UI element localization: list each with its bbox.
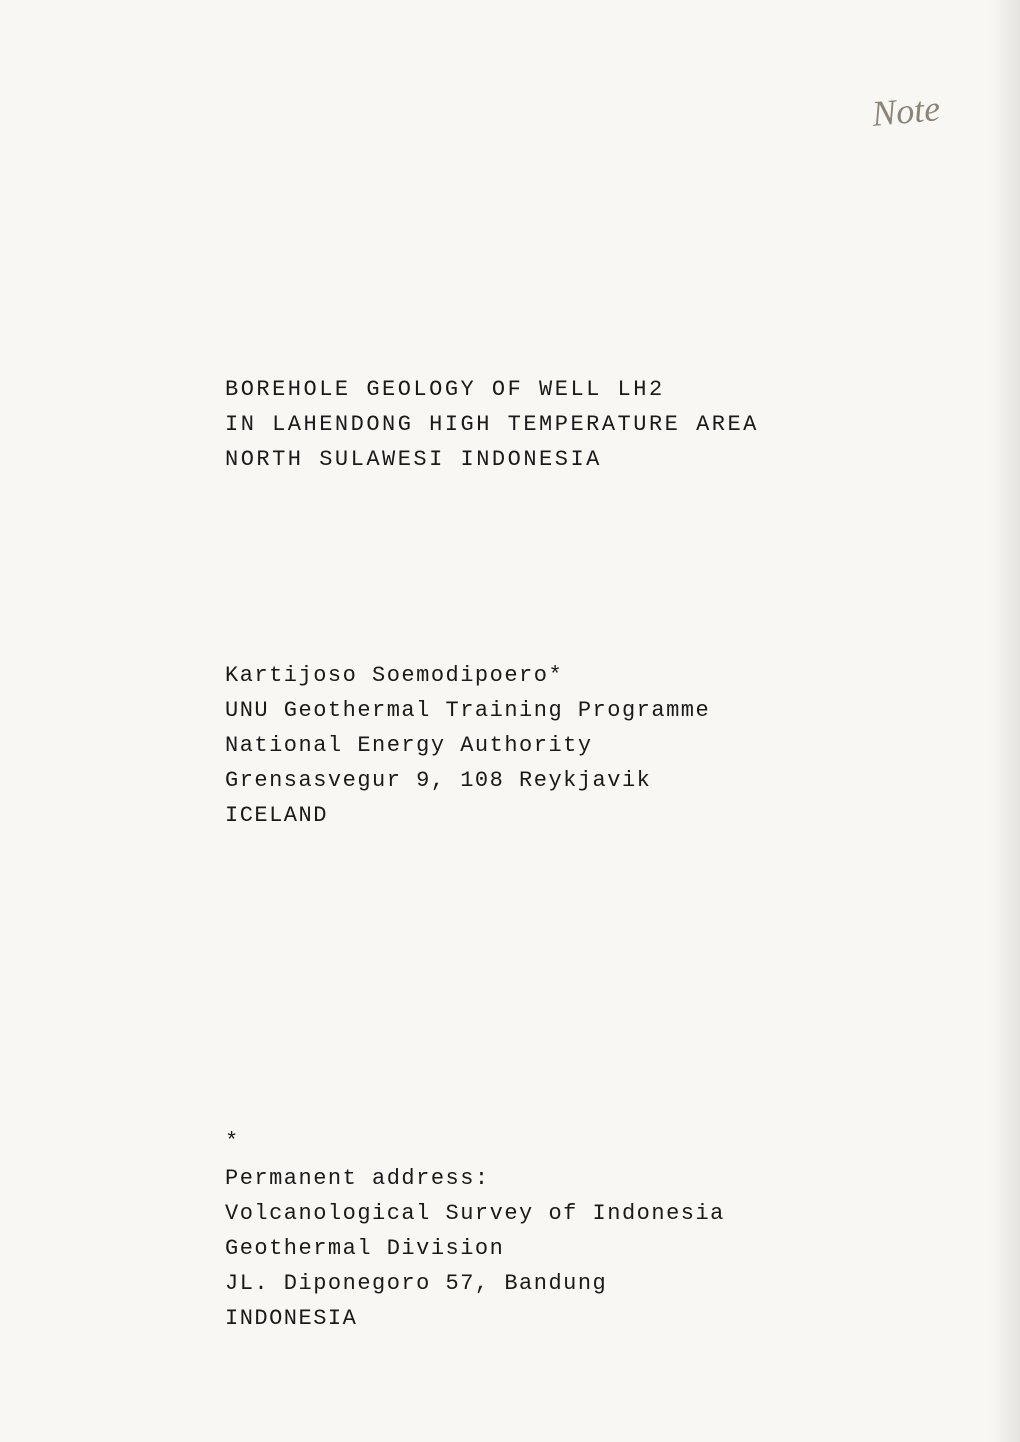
title-line-2: IN LAHENDONG HIGH TEMPERATURE AREA: [225, 407, 875, 442]
author-affiliation-2: National Energy Authority: [225, 728, 875, 763]
title-line-3: NORTH SULAWESI INDONESIA: [225, 442, 875, 477]
author-block: Kartijoso Soemodipoero* UNU Geothermal T…: [225, 658, 875, 834]
footnote-block: * Permanent address: Volcanological Surv…: [225, 1124, 875, 1337]
author-name: Kartijoso Soemodipoero*: [225, 658, 875, 693]
footnote-line-4: INDONESIA: [225, 1301, 875, 1336]
footnote-label: Permanent address:: [225, 1161, 875, 1196]
author-affiliation-1: UNU Geothermal Training Programme: [225, 693, 875, 728]
title-block: BOREHOLE GEOLOGY OF WELL LH2 IN LAHENDON…: [225, 372, 875, 478]
page-edge-shadow: [990, 0, 1020, 1442]
document-content: BOREHOLE GEOLOGY OF WELL LH2 IN LAHENDON…: [225, 372, 875, 1337]
handwritten-annotation: Note: [870, 87, 941, 135]
title-line-1: BOREHOLE GEOLOGY OF WELL LH2: [225, 372, 875, 407]
footnote-line-2: Geothermal Division: [225, 1231, 875, 1266]
footnote-line-1: Volcanological Survey of Indonesia: [225, 1196, 875, 1231]
footnote-marker: *: [225, 1124, 875, 1159]
footnote-line-3: JL. Diponegoro 57, Bandung: [225, 1266, 875, 1301]
author-country: ICELAND: [225, 798, 875, 833]
author-address: Grensasvegur 9, 108 Reykjavik: [225, 763, 875, 798]
